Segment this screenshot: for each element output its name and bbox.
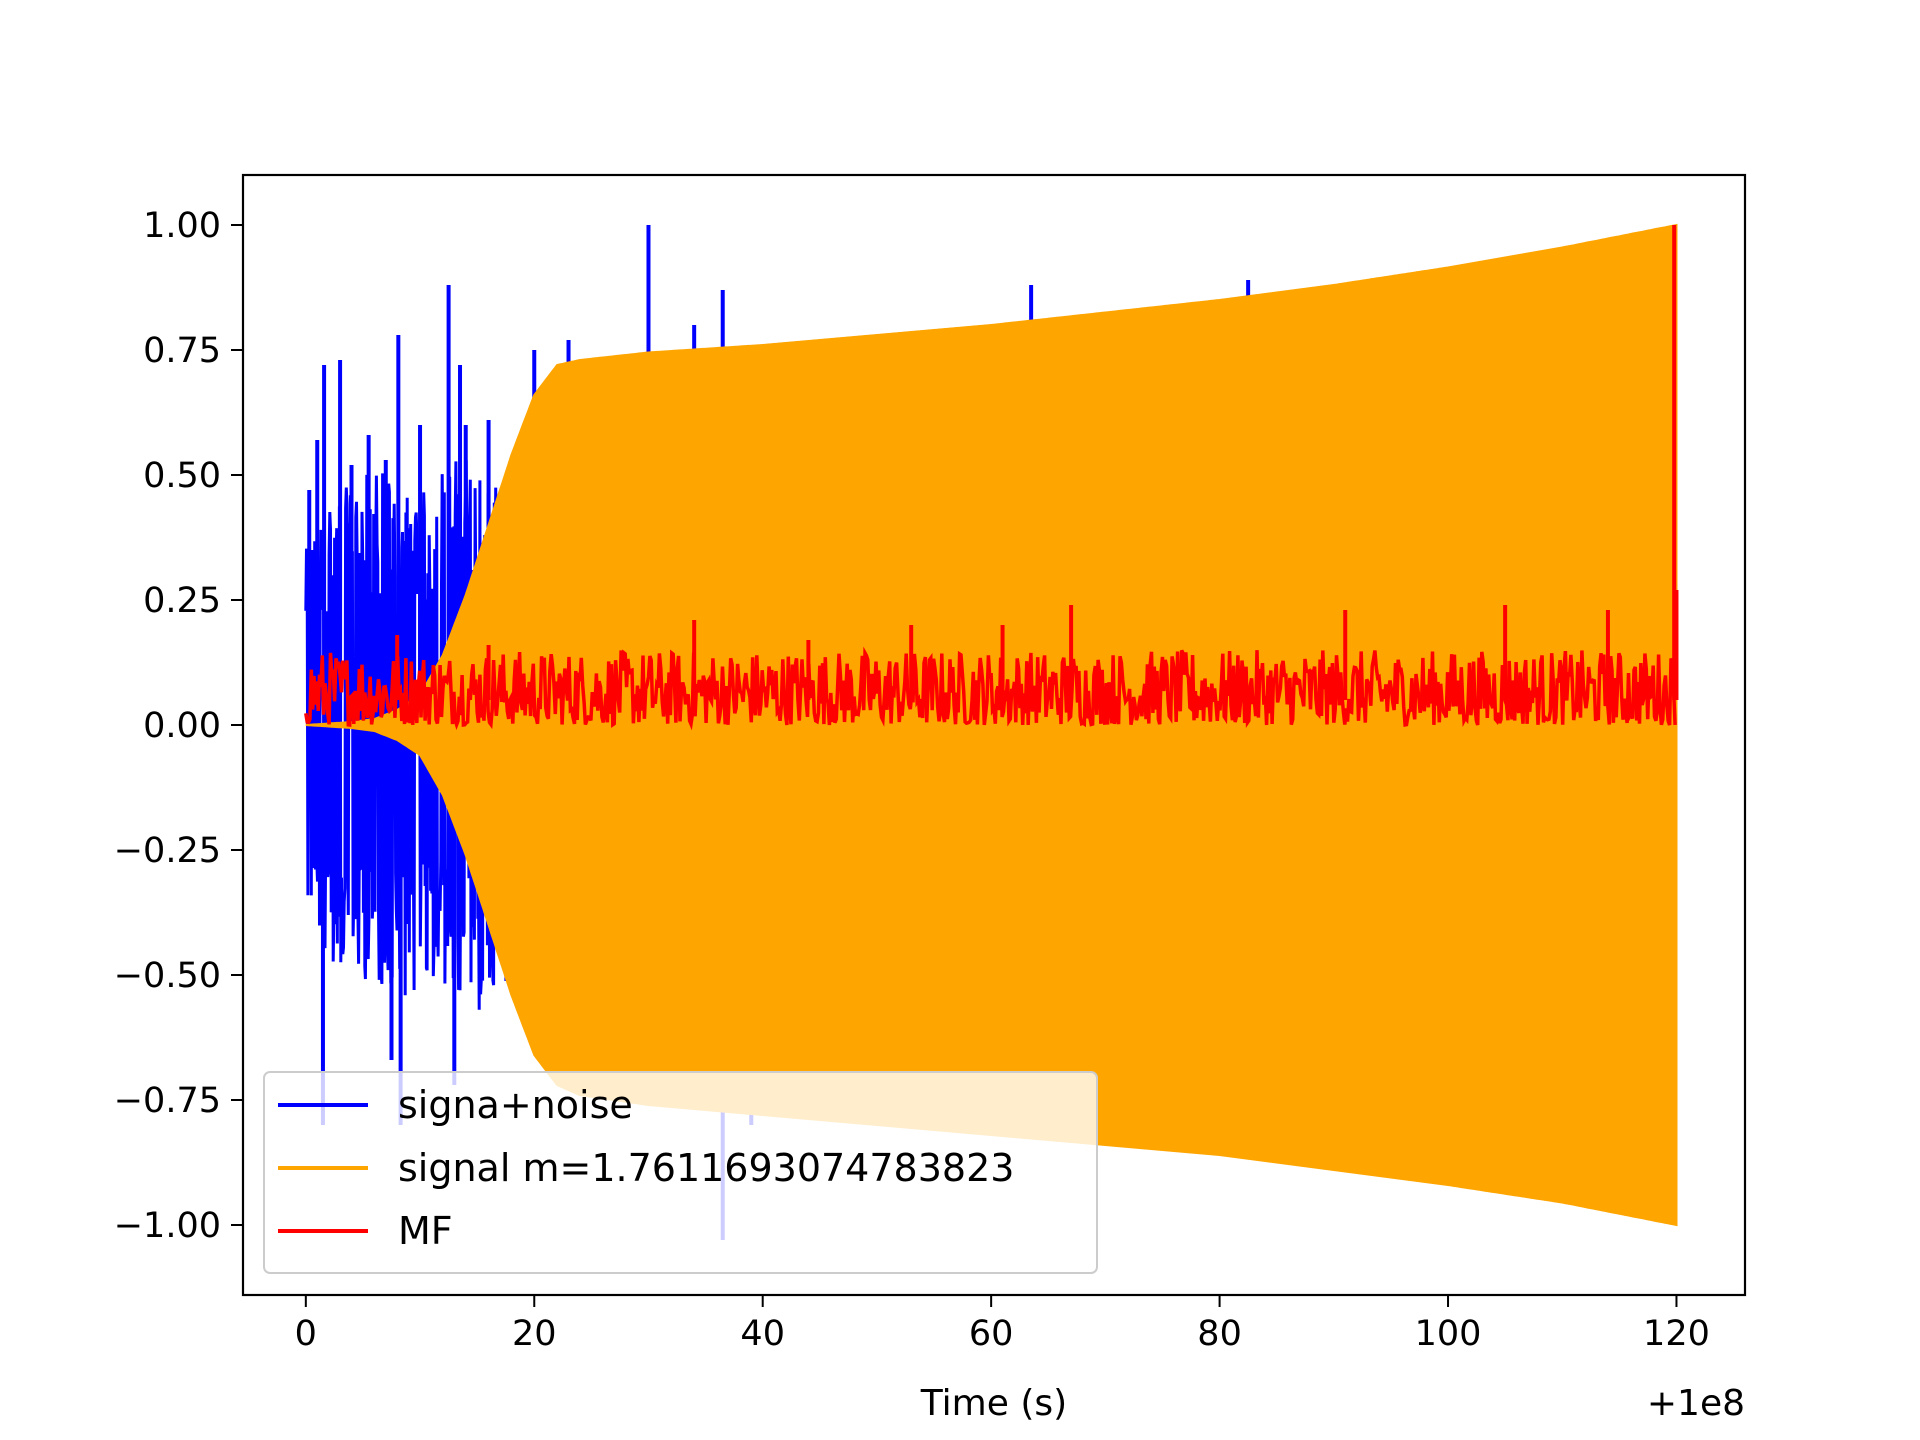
x-offset-label: +1e8 (1647, 1383, 1745, 1424)
x-tick-label: 80 (1197, 1314, 1242, 1354)
y-tick-label: −0.50 (114, 956, 221, 996)
x-tick-label: 0 (295, 1314, 317, 1354)
y-tick-label: 1.00 (143, 206, 221, 246)
legend-label-signal: signal m=1.7611693074783823 (398, 1146, 1014, 1190)
y-tick-label: 0.00 (143, 706, 221, 746)
legend-label-mf: MF (398, 1209, 453, 1253)
x-tick-label: 20 (512, 1314, 557, 1354)
y-tick-label: 0.25 (143, 581, 221, 621)
legend-label-signa-noise: signa+noise (398, 1083, 633, 1127)
y-tick-label: −1.00 (114, 1206, 221, 1246)
axes-frame (241, 173, 1747, 1297)
y-tick-label: 0.75 (143, 331, 221, 371)
x-axis: 0 20 40 60 80 100 120 (295, 1295, 1710, 1354)
y-axis: 1.00 0.75 0.50 0.25 0.00 −0.25 −0.50 −0.75 −1.00 (114, 206, 243, 1246)
x-axis-label: Time (s) (920, 1383, 1067, 1424)
plot-area (304, 223, 1679, 1240)
legend: signa+noise signal m=1.7611693074783823 … (263, 1071, 1098, 1274)
x-tick-label: 100 (1415, 1314, 1482, 1354)
x-tick-label: 40 (740, 1314, 785, 1354)
y-tick-label: −0.25 (114, 831, 221, 871)
series-mf (304, 225, 1679, 731)
x-tick-label: 60 (969, 1314, 1014, 1354)
legend-box (263, 1071, 1098, 1274)
x-tick-label: 120 (1643, 1314, 1710, 1354)
y-tick-label: 0.50 (143, 456, 221, 496)
series-mf-line (304, 646, 1677, 731)
y-tick-label: −0.75 (114, 1081, 221, 1121)
